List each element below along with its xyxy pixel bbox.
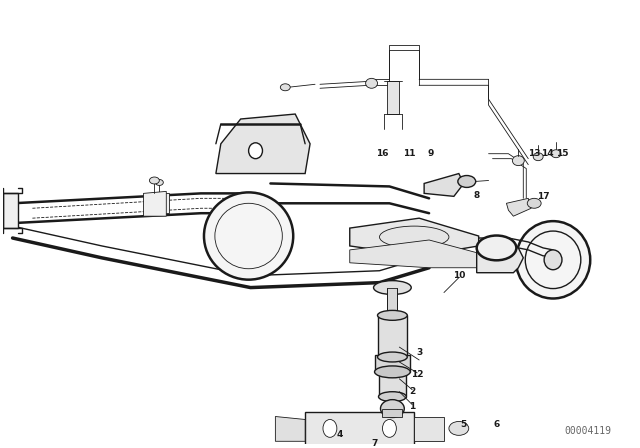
Ellipse shape bbox=[533, 153, 543, 161]
Ellipse shape bbox=[149, 177, 159, 184]
Ellipse shape bbox=[551, 150, 561, 158]
Polygon shape bbox=[383, 409, 403, 417]
Text: 2: 2 bbox=[409, 387, 415, 396]
Polygon shape bbox=[149, 194, 169, 213]
Polygon shape bbox=[349, 218, 479, 256]
Ellipse shape bbox=[374, 280, 412, 294]
Ellipse shape bbox=[381, 400, 404, 418]
Ellipse shape bbox=[378, 352, 407, 362]
Ellipse shape bbox=[513, 156, 524, 166]
Polygon shape bbox=[477, 248, 524, 273]
Polygon shape bbox=[216, 114, 310, 173]
Polygon shape bbox=[414, 417, 444, 441]
Text: 6: 6 bbox=[493, 420, 500, 429]
Text: 11: 11 bbox=[403, 149, 415, 158]
Ellipse shape bbox=[380, 226, 449, 248]
Polygon shape bbox=[3, 194, 17, 228]
Polygon shape bbox=[506, 198, 531, 216]
Ellipse shape bbox=[477, 236, 516, 260]
Ellipse shape bbox=[516, 221, 590, 298]
Text: 17: 17 bbox=[537, 192, 549, 201]
Ellipse shape bbox=[280, 84, 291, 91]
Text: 5: 5 bbox=[461, 420, 467, 429]
Ellipse shape bbox=[378, 310, 407, 320]
Ellipse shape bbox=[365, 78, 378, 88]
Polygon shape bbox=[424, 173, 464, 196]
Text: 00004119: 00004119 bbox=[564, 426, 611, 436]
Text: 4: 4 bbox=[337, 430, 343, 439]
Polygon shape bbox=[349, 240, 488, 268]
Polygon shape bbox=[305, 412, 414, 446]
Ellipse shape bbox=[204, 192, 293, 280]
Ellipse shape bbox=[544, 250, 562, 270]
Ellipse shape bbox=[458, 176, 476, 187]
Ellipse shape bbox=[449, 422, 468, 435]
Polygon shape bbox=[374, 355, 410, 372]
Polygon shape bbox=[275, 417, 305, 441]
Ellipse shape bbox=[378, 392, 406, 401]
Polygon shape bbox=[143, 191, 166, 216]
Polygon shape bbox=[378, 372, 406, 396]
Text: 13: 13 bbox=[528, 149, 540, 158]
Text: 3: 3 bbox=[416, 348, 422, 357]
Ellipse shape bbox=[383, 419, 396, 437]
Text: 12: 12 bbox=[411, 370, 424, 379]
Text: 9: 9 bbox=[428, 149, 435, 158]
Polygon shape bbox=[0, 194, 3, 205]
Polygon shape bbox=[387, 288, 397, 317]
Polygon shape bbox=[378, 315, 407, 357]
Text: 8: 8 bbox=[474, 191, 480, 200]
Text: 15: 15 bbox=[556, 149, 568, 158]
Ellipse shape bbox=[248, 143, 262, 159]
Polygon shape bbox=[387, 82, 399, 114]
Text: 7: 7 bbox=[371, 439, 378, 448]
Ellipse shape bbox=[527, 198, 541, 208]
Ellipse shape bbox=[156, 180, 163, 185]
Text: 10: 10 bbox=[452, 271, 465, 280]
Ellipse shape bbox=[323, 419, 337, 437]
Text: 16: 16 bbox=[376, 149, 388, 158]
Polygon shape bbox=[0, 213, 3, 223]
Text: 1: 1 bbox=[409, 402, 415, 411]
Text: 14: 14 bbox=[541, 149, 554, 158]
Ellipse shape bbox=[374, 366, 410, 378]
